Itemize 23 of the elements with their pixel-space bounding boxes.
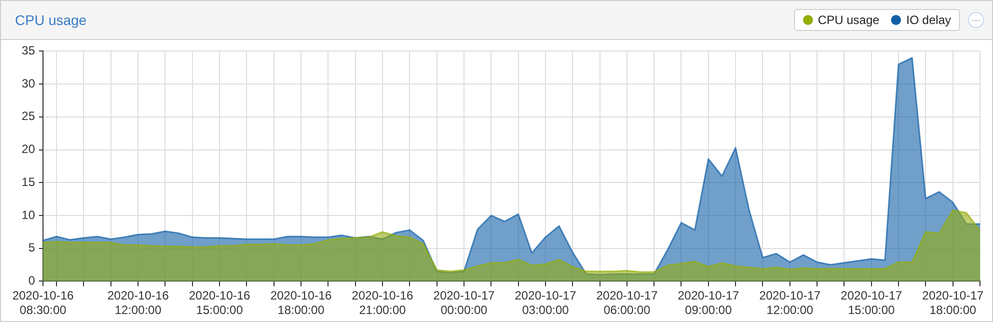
y-tick-label: 10 (22, 208, 36, 222)
y-tick-label: 30 (22, 76, 36, 90)
x-tick-label: 2020-10-17 15:00:00 (840, 288, 902, 318)
x-tick-label: 2020-10-17 12:00:00 (759, 288, 821, 318)
x-tick-label: 2020-10-16 15:00:00 (188, 288, 251, 318)
x-tick-label: 2020-10-17 09:00:00 (678, 288, 740, 318)
y-tick-label: 20 (22, 142, 36, 156)
y-tick-label: 15 (22, 174, 36, 189)
x-tick-label: 2020-10-16 12:00:00 (107, 288, 170, 318)
y-tick-label: 25 (22, 109, 36, 124)
x-tick-label: 2020-10-16 21:00:00 (352, 288, 414, 318)
x-tick-label: 2020-10-16 08:30:00 (12, 288, 74, 318)
chart-title: CPU usage (15, 12, 87, 28)
legend-label: CPU usage (818, 13, 880, 27)
x-tick-label: 2020-10-17 06:00:00 (596, 288, 658, 318)
x-tick-label: 2020-10-16 18:00:00 (270, 288, 332, 318)
x-tick-label: 2020-10-17 18:00:00 (922, 288, 984, 318)
y-tick-label: 5 (28, 240, 36, 255)
x-tick-label: 2020-10-17 00:00:00 (433, 288, 495, 318)
legend-label: IO delay (906, 13, 951, 27)
y-tick-label: 35 (22, 44, 36, 58)
x-tick-label: 2020-10-17 03:00:00 (514, 288, 576, 318)
y-tick-label: 0 (28, 274, 36, 288)
